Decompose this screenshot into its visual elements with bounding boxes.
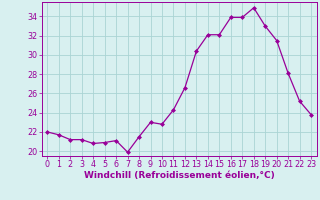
X-axis label: Windchill (Refroidissement éolien,°C): Windchill (Refroidissement éolien,°C): [84, 171, 275, 180]
